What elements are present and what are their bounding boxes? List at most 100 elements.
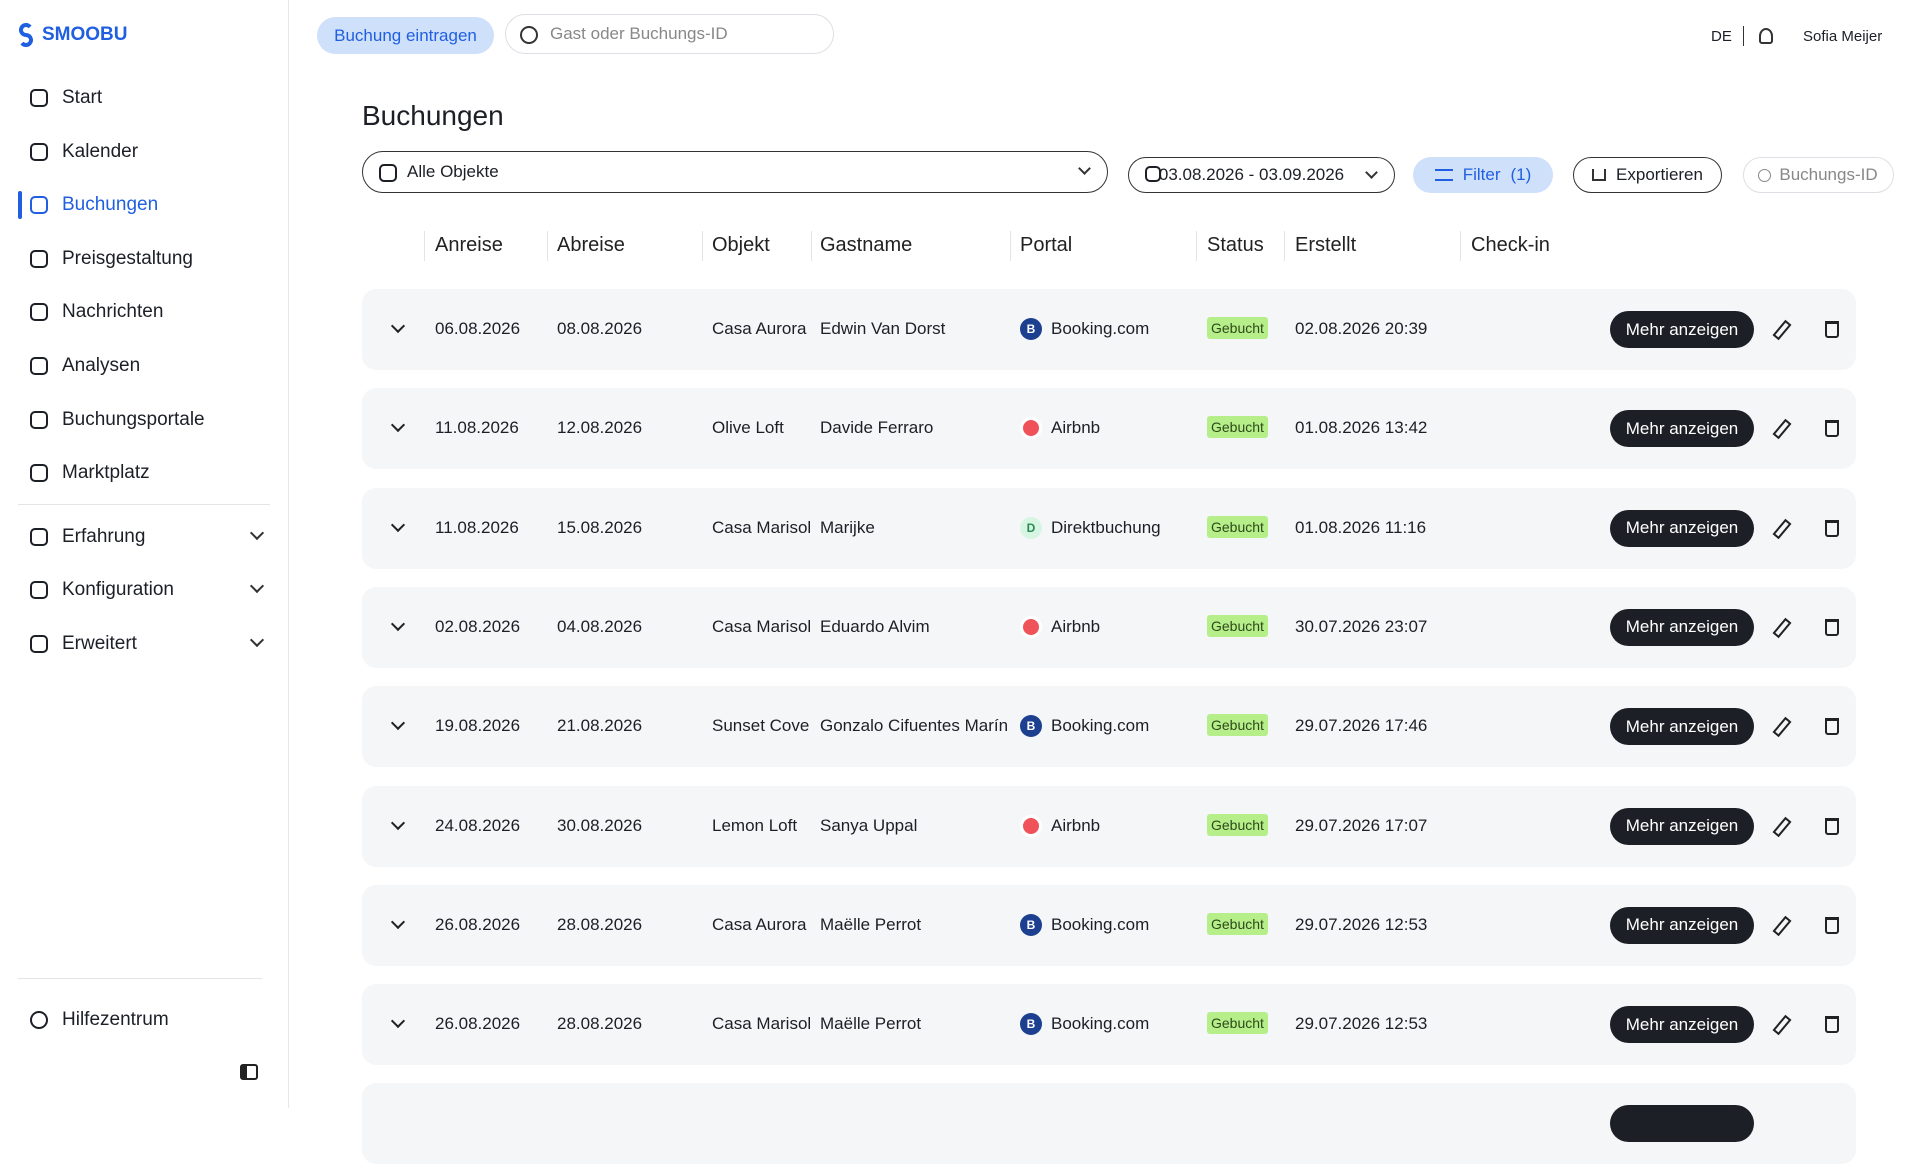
- column-header[interactable]: Portal: [1020, 234, 1073, 256]
- column-separator: [702, 231, 703, 261]
- nav-label: Erweitert: [62, 633, 137, 654]
- nav-item[interactable]: Analysen: [30, 351, 140, 381]
- created: 29.07.2026 12:53: [1295, 1014, 1428, 1034]
- language[interactable]: DE: [1711, 28, 1732, 45]
- filter-button[interactable]: Filter (1): [1413, 157, 1553, 193]
- created: 01.08.2026 13:42: [1295, 418, 1428, 438]
- page: SMOOBU Start Kalender Buchungen Preisgestal…: [18, 0, 1894, 1164]
- column-header[interactable]: Status: [1207, 234, 1264, 256]
- more-button[interactable]: Mehr anzeigen: [1610, 1006, 1754, 1044]
- edit-icon[interactable]: [1772, 716, 1792, 738]
- portal: Booking.com: [1051, 716, 1150, 736]
- nav-group[interactable]: Konfiguration: [30, 575, 280, 605]
- nav-group[interactable]: Erweitert: [30, 629, 280, 659]
- more-button[interactable]: Mehr anzeigen: [1610, 807, 1754, 845]
- nav-item[interactable]: Kalender: [30, 137, 138, 167]
- created: 29.07.2026 17:07: [1295, 815, 1428, 835]
- edit-icon[interactable]: [1772, 319, 1792, 341]
- departure: 30.08.2026: [557, 815, 643, 835]
- expand-row[interactable]: [390, 616, 406, 631]
- departure: 21.08.2026: [557, 716, 643, 736]
- portal-icon: B: [1020, 715, 1042, 738]
- created: 01.08.2026 11:16: [1295, 517, 1427, 537]
- user-name[interactable]: Sofia Meijer: [1803, 28, 1883, 45]
- booking-row: 24.08.2026 30.08.2026 Lemon Loft Sanya Uppa…: [362, 785, 1856, 867]
- guest: Edwin Van Dorst: [820, 319, 946, 338]
- more-button[interactable]: Mehr anzeigen: [1610, 608, 1754, 646]
- status-badge: Gebucht: [1207, 317, 1268, 339]
- nav-icon: [30, 250, 48, 268]
- date-range[interactable]: 03.08.2026 - 03.09.2026: [1128, 157, 1395, 193]
- expand-row[interactable]: [390, 517, 406, 532]
- help-link[interactable]: Hilfezentrum: [30, 1005, 169, 1035]
- expand-row[interactable]: [390, 318, 406, 334]
- expand-row[interactable]: [390, 914, 406, 929]
- property: Casa Aurora: [712, 319, 807, 338]
- more-button[interactable]: Mehr anzeigen: [1610, 509, 1754, 547]
- edit-icon[interactable]: [1772, 915, 1792, 937]
- edit-icon[interactable]: [1772, 518, 1792, 539]
- delete-icon[interactable]: [1825, 618, 1839, 636]
- property-select[interactable]: Alle Objekte: [362, 151, 1108, 193]
- more-button[interactable]: [1610, 1105, 1754, 1143]
- user-icon[interactable]: [1759, 28, 1773, 44]
- nav-item[interactable]: Buchungsportale: [30, 405, 205, 435]
- nav-icon: [30, 303, 48, 321]
- guest: Gonzalo Cifuentes Marín: [820, 716, 1009, 736]
- nav-label: Analysen: [62, 355, 141, 376]
- edit-icon[interactable]: [1772, 617, 1792, 639]
- created: 29.07.2026 17:46: [1295, 716, 1428, 736]
- expand-row[interactable]: [390, 418, 406, 433]
- more-button[interactable]: Mehr anzeigen: [1610, 311, 1754, 348]
- guest: Maëlle Perrot: [820, 1014, 922, 1034]
- property: Casa Marisol: [712, 616, 812, 636]
- delete-icon[interactable]: [1825, 718, 1839, 736]
- column-header[interactable]: Anreise: [435, 234, 503, 256]
- id-search[interactable]: Buchungs-ID: [1743, 157, 1894, 193]
- expand-row[interactable]: [390, 716, 406, 731]
- nav-item[interactable]: Nachrichten: [30, 297, 163, 327]
- nav-icon: [30, 89, 48, 107]
- more-button[interactable]: Mehr anzeigen: [1610, 906, 1754, 944]
- delete-icon[interactable]: [1825, 1016, 1839, 1034]
- booking-row: 19.08.2026 21.08.2026 Sunset Cove Gonzalo C…: [362, 686, 1856, 768]
- delete-icon[interactable]: [1825, 321, 1839, 338]
- edit-icon[interactable]: [1772, 1014, 1792, 1036]
- nav-item[interactable]: Marktplatz: [30, 458, 150, 488]
- nav-label: Buchungen: [62, 194, 159, 215]
- column-header[interactable]: Gastname: [820, 234, 913, 256]
- nav-icon: [30, 635, 48, 653]
- expand-row[interactable]: [390, 1014, 406, 1029]
- export-label: Exportieren: [1616, 165, 1703, 184]
- property: Casa Marisol: [712, 517, 812, 537]
- column-header[interactable]: Abreise: [557, 234, 625, 256]
- column-header[interactable]: Erstellt: [1295, 234, 1357, 256]
- new-booking-button[interactable]: Buchung eintragen: [317, 17, 494, 54]
- search-input[interactable]: Gast oder Buchungs-ID: [505, 14, 834, 54]
- export-button[interactable]: Exportieren: [1573, 157, 1722, 193]
- nav-icon: [30, 528, 48, 546]
- collapse-toggle[interactable]: [240, 1064, 258, 1080]
- delete-icon[interactable]: [1825, 519, 1839, 537]
- delete-icon[interactable]: [1825, 817, 1839, 835]
- column-header[interactable]: Objekt: [712, 234, 770, 256]
- more-button[interactable]: Mehr anzeigen: [1610, 410, 1754, 448]
- column-header[interactable]: Check-in: [1471, 234, 1550, 256]
- nav-group[interactable]: Erfahrung: [30, 522, 280, 552]
- delete-icon[interactable]: [1825, 916, 1839, 934]
- nav-item[interactable]: Buchungen: [30, 190, 158, 220]
- nav-item[interactable]: Preisgestaltung: [30, 244, 193, 274]
- filter-count: (1): [1510, 165, 1532, 184]
- created: 02.08.2026 20:39: [1295, 319, 1428, 338]
- edit-icon[interactable]: [1772, 816, 1792, 837]
- nav-label: Buchungsportale: [62, 409, 205, 430]
- nav-item[interactable]: Start: [30, 83, 102, 113]
- nav-icon: [30, 143, 48, 161]
- more-button[interactable]: Mehr anzeigen: [1610, 708, 1754, 746]
- edit-icon[interactable]: [1772, 419, 1792, 440]
- expand-icon: [249, 578, 265, 594]
- delete-icon[interactable]: [1825, 420, 1839, 438]
- status-badge: Gebucht: [1207, 416, 1268, 439]
- column-separator: [1196, 231, 1197, 261]
- expand-row[interactable]: [390, 815, 406, 830]
